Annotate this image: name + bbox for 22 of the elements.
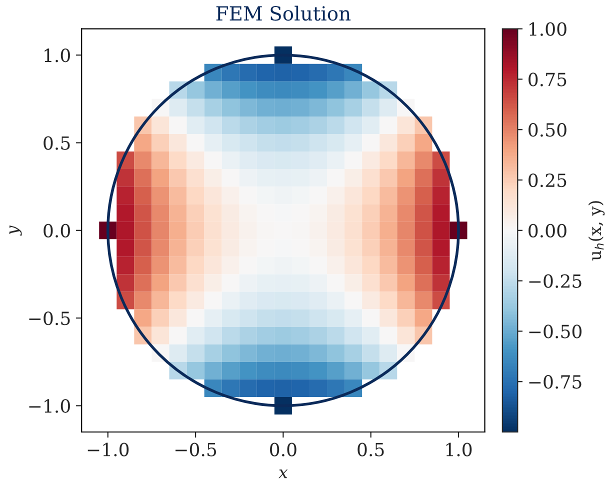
y-tick-label: −0.5 [29,312,70,326]
y-tick-label: 0.5 [44,136,70,150]
color-bar-label: 0.25 [528,173,566,188]
color-bar-label: 0.00 [528,224,566,238]
y-tick-label: 0.0 [44,224,70,238]
chart-title: FEM Solution [216,6,351,21]
color-bar-label: 0.50 [528,123,566,137]
color-bar-label: −0.25 [529,274,582,288]
x-axis-title: x [278,469,288,478]
color-bar-label: 0.75 [528,72,566,86]
color-bar-label: −0.50 [529,324,582,338]
color-bar-label: 1.00 [530,22,566,36]
y-tick-label: −1.0 [29,399,70,413]
x-tick-label: 1.0 [446,442,472,456]
x-tick-label: 0.0 [270,442,296,456]
x-tick-label: −1.0 [88,442,129,456]
color-bar-title: u$_{h}$(x, y) [588,201,605,261]
color-bar-label: −0.75 [529,375,582,389]
x-tick-label: 0.5 [358,442,384,456]
x-tick-label: −0.5 [176,442,216,456]
y-axis-title: y [9,226,22,236]
y-tick-label: 1.0 [44,48,70,62]
